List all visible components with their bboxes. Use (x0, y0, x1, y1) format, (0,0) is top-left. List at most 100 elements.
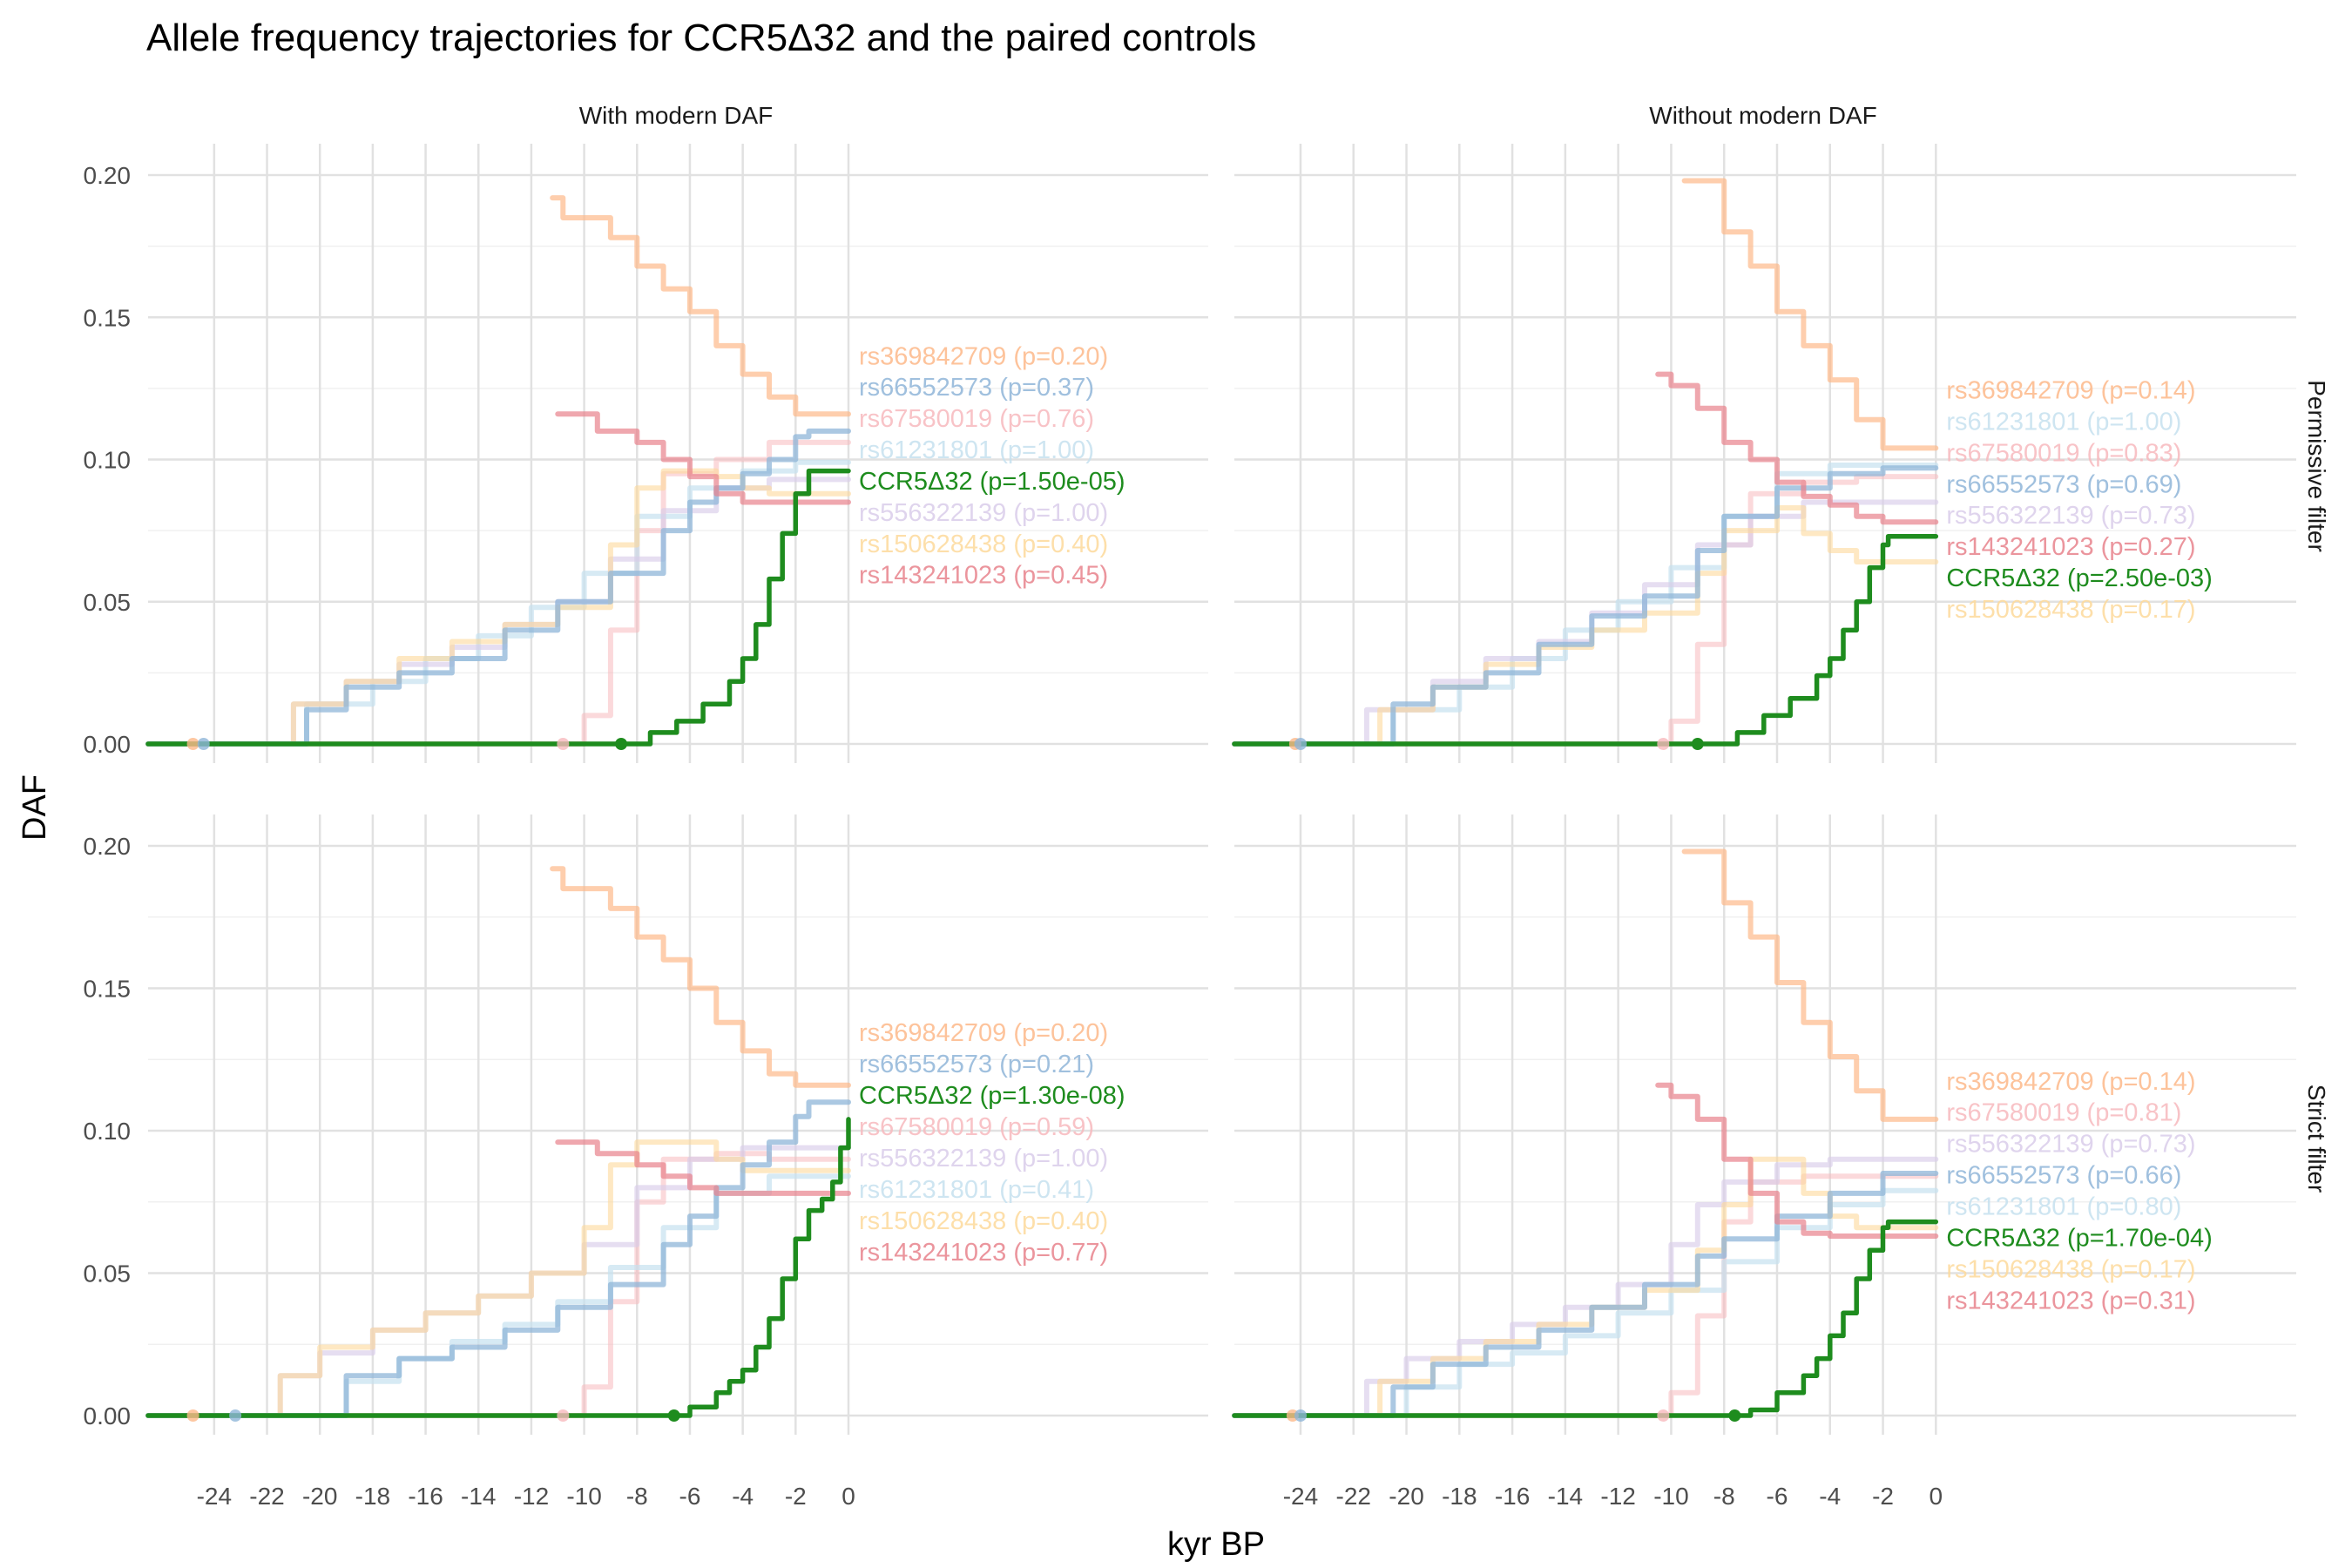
column-title-right: Without modern DAF (1649, 102, 1876, 129)
series-line-rs66552573 (1232, 465, 1939, 747)
series-label-rs369842709: rs369842709 (p=0.14) (1946, 1068, 2195, 1096)
series-label-rs150628438: rs150628438 (p=0.40) (859, 531, 1108, 558)
x-tick-label: -16 (1495, 1483, 1530, 1510)
series-line-rs143241023 (1655, 1082, 1939, 1239)
start-point-rs66552573 (1294, 738, 1307, 750)
series-label-rs66552573: rs66552573 (p=0.69) (1946, 470, 2181, 498)
x-tick-label: -8 (1713, 1483, 1735, 1510)
x-tick-label: -22 (249, 1483, 284, 1510)
x-tick-label: -14 (1548, 1483, 1583, 1510)
series-label-rs150628438: rs150628438 (p=0.17) (1946, 1256, 2195, 1284)
x-tick-label: -20 (1389, 1483, 1423, 1510)
y-tick-label: 0.00 (84, 1402, 132, 1429)
start-point-rs67580019 (557, 1409, 570, 1422)
series-label-rs143241023: rs143241023 (p=0.31) (1946, 1288, 2195, 1315)
x-tick-label: 0 (1930, 1483, 1943, 1510)
y-tick-label: 0.05 (84, 589, 132, 616)
grid (148, 814, 1208, 1435)
series-label-rs61231801: rs61231801 (p=1.00) (1946, 408, 2181, 436)
x-tick-label: -6 (679, 1483, 701, 1510)
series-lines (1232, 848, 1939, 1418)
x-tick-label: -2 (785, 1483, 807, 1510)
series-label-rs67580019: rs67580019 (p=0.81) (1946, 1099, 2181, 1127)
series-label-rs66552573: rs66552573 (p=0.21) (859, 1051, 1094, 1078)
start-point-ccr5 (615, 738, 628, 750)
x-tick-label: -2 (1872, 1483, 1894, 1510)
series-label-rs556322139: rs556322139 (p=1.00) (859, 499, 1108, 527)
series-label-rs67580019: rs67580019 (p=0.59) (859, 1113, 1094, 1141)
x-tick-label: -18 (355, 1483, 390, 1510)
series-label-rs556322139: rs556322139 (p=0.73) (1946, 502, 2195, 530)
x-tick-label: -24 (1283, 1483, 1318, 1510)
series-label-rs61231801: rs61231801 (p=0.41) (859, 1176, 1094, 1204)
series-line-rs143241023 (1655, 371, 1939, 525)
series-line-rs66552573 (1232, 1171, 1939, 1418)
series-line-rs66552573 (145, 1099, 851, 1418)
series-label-rs143241023: rs143241023 (p=0.45) (859, 562, 1108, 590)
grid (1234, 144, 2296, 763)
series-label-rs369842709: rs369842709 (p=0.14) (1946, 377, 2195, 405)
series-line-rs369842709 (1681, 848, 1939, 1122)
panel-3: 0.00 0.05 0.10 0.15 0.20 -24 -22 -20 -18 -16 -14 -1… (84, 814, 1208, 1510)
series-label-rs66552573: rs66552573 (p=0.66) (1946, 1162, 2181, 1190)
series-label-rs67580019: rs67580019 (p=0.76) (859, 405, 1094, 433)
x-tick-label: -4 (732, 1483, 754, 1510)
x-axis-label: kyr BP (1167, 1526, 1265, 1563)
start-point-rs67580019 (1657, 1409, 1670, 1422)
y-tick-label: 0.15 (84, 304, 132, 331)
y-tick-label: 0.20 (84, 833, 132, 860)
x-tick-label: -22 (1336, 1483, 1371, 1510)
start-point-rs67580019 (1657, 738, 1670, 750)
y-tick-label: 0.00 (84, 731, 132, 758)
start-point-rs66552573 (1294, 1409, 1307, 1422)
chart-title: Allele frequency trajectories for CCR5Δ3… (146, 17, 1256, 59)
series-label-rs556322139: rs556322139 (p=1.00) (859, 1145, 1108, 1173)
y-tick-label: 0.10 (84, 1118, 132, 1145)
series-line-rs66552573 (145, 428, 851, 747)
row-title-bottom: Strict filter (2303, 1085, 2330, 1193)
y-tick-label: 0.10 (84, 447, 132, 474)
x-tick-label: -16 (408, 1483, 443, 1510)
series-label-rs556322139: rs556322139 (p=0.73) (1946, 1131, 2195, 1159)
series-label-rs67580019: rs67580019 (p=0.83) (1946, 439, 2181, 467)
panel-1: 0.00 0.05 0.10 0.15 0.20 rs369842709 (p=0.20)… (84, 144, 1208, 763)
series-label-ccr5: CCR5Δ32 (p=1.70e-04) (1946, 1225, 2213, 1253)
x-tick-label: -8 (626, 1483, 648, 1510)
series-line-rs143241023 (555, 1139, 851, 1196)
series-lines (145, 195, 851, 747)
x-tick-label: -20 (302, 1483, 337, 1510)
series-line-rs369842709 (1681, 178, 1939, 451)
y-tick-label: 0.15 (84, 976, 132, 1003)
series-label-ccr5: CCR5Δ32 (p=1.50e-05) (859, 468, 1125, 496)
series-label-rs66552573: rs66552573 (p=0.37) (859, 374, 1094, 402)
series-label-rs369842709: rs369842709 (p=0.20) (859, 1019, 1108, 1047)
series-label-ccr5: CCR5Δ32 (p=1.30e-08) (859, 1082, 1125, 1110)
x-tick-label: -18 (1442, 1483, 1477, 1510)
series-label-ccr5: CCR5Δ32 (p=2.50e-03) (1946, 564, 2213, 592)
series-label-rs61231801: rs61231801 (p=0.80) (1946, 1193, 2181, 1221)
y-axis-label: DAF (17, 774, 53, 841)
x-tick-label: -10 (566, 1483, 601, 1510)
series-line-rs369842709 (550, 866, 851, 1088)
x-tick-label: -14 (461, 1483, 496, 1510)
panels: 0.00 0.05 0.10 0.15 0.20 rs369842709 (p=0.20)… (84, 144, 2296, 1510)
start-point-rs67580019 (557, 738, 570, 750)
start-point-rs66552573 (197, 738, 210, 750)
start-point-ccr5 (1728, 1409, 1741, 1422)
panel-4: -24 -22 -20 -18 -16 -14 -12 -10 -8 -6 -4 -2 0rs36984… (1232, 814, 2296, 1510)
x-tick-label: -6 (1767, 1483, 1788, 1510)
series-line-rs61231801 (1232, 1187, 1939, 1418)
series-line-rs369842709 (550, 195, 851, 417)
start-point-rs66552573 (229, 1409, 242, 1422)
series-line-rs150628438 (145, 1139, 851, 1418)
start-point-ccr5 (667, 1409, 680, 1422)
y-tick-label: 0.05 (84, 1260, 132, 1288)
x-tick-label: -10 (1653, 1483, 1688, 1510)
y-tick-label: 0.20 (84, 162, 132, 189)
series-line-ccr5 (145, 468, 851, 747)
x-tick-label: -24 (197, 1483, 232, 1510)
column-title-left: With modern DAF (579, 102, 774, 129)
start-point-rs369842709 (186, 738, 199, 750)
series-line-ccr5 (145, 1117, 851, 1418)
